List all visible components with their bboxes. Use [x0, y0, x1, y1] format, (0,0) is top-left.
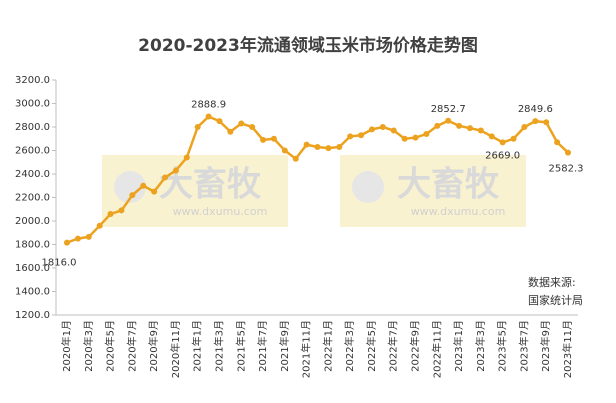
point	[64, 239, 70, 246]
point	[554, 139, 561, 146]
point	[281, 147, 288, 154]
point	[183, 154, 190, 161]
x-tick-label: 2020年7月	[125, 320, 138, 372]
x-tick-label: 2023年3月	[474, 320, 487, 372]
point	[205, 113, 212, 120]
x-tick-label: 2021年11月	[300, 320, 313, 378]
x-tick-label: 2020年1月	[60, 320, 73, 372]
x-tick-label: 2020年5月	[104, 320, 117, 372]
data-label: 2888.9	[191, 100, 226, 111]
point	[565, 149, 571, 156]
x-tick-label: 2021年1月	[191, 320, 204, 372]
point	[412, 134, 419, 141]
chart-title: 2020-2023年流通领域玉米市场价格走势图	[138, 35, 478, 56]
point	[227, 128, 234, 135]
x-tick-label: 2022年7月	[387, 320, 400, 372]
point	[249, 124, 256, 130]
y-tick-label: 1600.0	[15, 263, 50, 274]
point	[368, 126, 375, 133]
point	[151, 188, 158, 195]
x-tick-label: 2020年11月	[169, 320, 182, 378]
point	[510, 135, 517, 142]
x-tick-label: 2022年11月	[430, 320, 443, 378]
x-tick-label: 2023年11月	[561, 320, 574, 378]
point	[140, 182, 147, 189]
x-tick-label: 2021年3月	[212, 320, 225, 372]
y-tick-label: 1400.0	[15, 287, 50, 298]
point	[358, 132, 365, 139]
watermark-logo	[114, 171, 146, 203]
x-tick-label: 2022年3月	[343, 320, 356, 372]
point	[74, 235, 81, 242]
point	[336, 143, 343, 150]
point	[216, 118, 223, 125]
point	[85, 233, 92, 240]
point	[488, 133, 495, 140]
y-tick-label: 2000.0	[15, 216, 50, 227]
point	[172, 167, 179, 174]
x-tick-label: 2023年1月	[452, 320, 465, 372]
point	[445, 117, 452, 124]
data-label: 2849.6	[518, 104, 553, 115]
point	[129, 192, 136, 199]
x-tick-label: 2021年5月	[234, 320, 247, 372]
watermark-url: www.dxumu.com	[411, 205, 506, 218]
y-tick-label: 2400.0	[15, 169, 50, 180]
y-tick-label: 1200.0	[15, 310, 50, 321]
point	[543, 119, 550, 126]
x-tick-label: 2021年9月	[278, 320, 291, 372]
x-tick-label: 2023年9月	[539, 320, 552, 372]
watermark-url: www.dxumu.com	[173, 205, 268, 218]
x-tick-label: 2020年9月	[147, 320, 160, 372]
point	[292, 155, 299, 162]
point	[314, 143, 321, 150]
point	[477, 127, 484, 134]
x-tick-label: 2020年3月	[82, 320, 95, 372]
point	[347, 133, 354, 140]
point	[118, 207, 125, 214]
watermark-brand: 大畜牧	[397, 165, 500, 205]
y-tick-label: 1800.0	[15, 240, 50, 251]
y-tick-label: 3000.0	[15, 99, 50, 110]
data-label: 1816.0	[42, 258, 77, 269]
y-tick-label: 2200.0	[15, 193, 50, 204]
point	[466, 125, 473, 132]
data-label: 2852.7	[431, 104, 466, 115]
point	[107, 210, 114, 217]
point	[303, 141, 310, 148]
point	[260, 136, 267, 143]
point	[194, 124, 201, 130]
y-tick-label: 2800.0	[15, 122, 50, 133]
point	[270, 135, 277, 142]
point	[162, 174, 169, 181]
y-tick-label: 3200.0	[15, 75, 50, 86]
x-tick-label: 2022年5月	[365, 320, 378, 372]
x-tick-label: 2021年7月	[256, 320, 269, 372]
point	[325, 145, 332, 152]
point	[379, 124, 386, 130]
data-label: 2669.0	[485, 150, 520, 161]
point	[423, 131, 430, 138]
x-tick-label: 2022年1月	[321, 320, 334, 372]
point	[499, 139, 506, 146]
data-label: 2582.3	[549, 164, 584, 175]
x-tick-label: 2023年5月	[496, 320, 509, 372]
source-value: 国家统计局	[528, 293, 583, 307]
point	[532, 118, 539, 125]
x-tick-label: 2022年9月	[409, 320, 422, 372]
point	[434, 122, 441, 129]
point	[456, 122, 463, 129]
point	[521, 124, 528, 130]
point	[96, 222, 103, 229]
point	[401, 135, 408, 142]
watermark-logo	[352, 171, 384, 203]
source-label: 数据来源:	[528, 275, 576, 289]
point	[390, 127, 397, 134]
point	[238, 120, 245, 127]
x-tick-label: 2023年7月	[517, 320, 530, 372]
y-tick-label: 2600.0	[15, 146, 50, 157]
